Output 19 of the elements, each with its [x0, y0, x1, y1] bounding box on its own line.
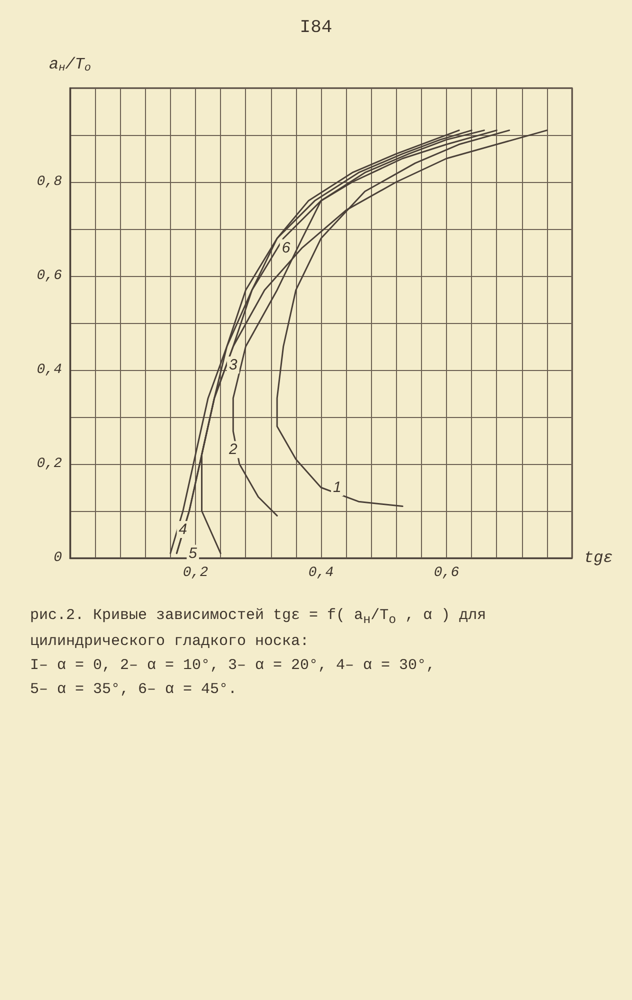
y-tick-label: 0,6: [36, 268, 62, 284]
text: I– α = 0, 2– α = 10°, 3– α = 20°, 4– α = 30°,: [30, 656, 436, 676]
x-tick-label: 0,4: [308, 565, 334, 581]
text: 5– α = 35°, 6– α = 45°.: [30, 680, 238, 700]
y-tick-label: 0,2: [36, 456, 62, 472]
y-tick-label: 0,8: [36, 174, 62, 190]
x-tick-label: 0,6: [434, 565, 460, 581]
x-axis-title: tgε: [584, 549, 613, 567]
chart-title: рис.2. Кривые зависимостей tgε = f( a$_{н}$/T$_{о}$ , α ) для цилиндрического гладкого носка:: [30, 607, 486, 650]
y-tick-label: 0,4: [36, 362, 62, 378]
series-label: 2: [228, 441, 238, 458]
series-label: 1: [333, 479, 342, 496]
y-tick-label: 0: [54, 550, 62, 566]
series-label: 4: [178, 521, 188, 538]
text: I84: [298, 17, 334, 38]
x-tick-label: 0,2: [182, 565, 208, 581]
series-label: 5: [188, 544, 198, 562]
series-label: 6: [282, 239, 291, 256]
series-label: 3: [228, 356, 238, 374]
